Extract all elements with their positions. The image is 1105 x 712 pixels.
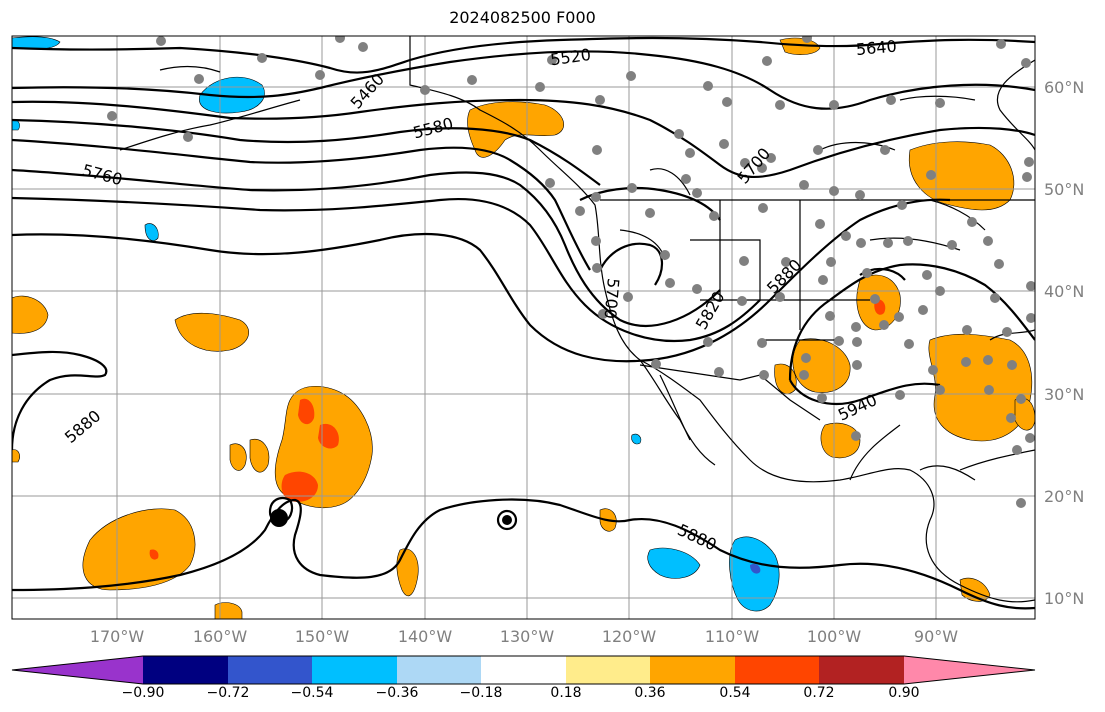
lat-label: 20°N bbox=[1044, 487, 1084, 506]
colorbar bbox=[11, 655, 1036, 685]
colorbar-tick-label: −0.36 bbox=[376, 685, 419, 701]
lon-label: 170°W bbox=[90, 627, 145, 646]
colorbar-segment bbox=[566, 656, 650, 684]
colorbar-segment bbox=[735, 656, 819, 684]
colorbar-segment bbox=[481, 656, 566, 684]
colorbar-segment bbox=[143, 656, 228, 684]
graticule bbox=[12, 36, 1035, 619]
colorbar-segment bbox=[904, 656, 1035, 684]
lon-label: 120°W bbox=[602, 627, 657, 646]
height-contours bbox=[12, 36, 1035, 610]
colorbar-segment bbox=[312, 656, 397, 684]
low-center-marker bbox=[270, 509, 288, 527]
lat-label: 30°N bbox=[1044, 385, 1084, 404]
lon-label: 100°W bbox=[807, 627, 862, 646]
contour-label: 5640 bbox=[855, 37, 897, 59]
colorbar-tick-label: 0.54 bbox=[719, 685, 750, 701]
shaded-strong-areas bbox=[149, 299, 886, 560]
lon-label: 110°W bbox=[705, 627, 760, 646]
latitude-labels: 60°N 50°N 40°N 30°N 20°N 10°N bbox=[1044, 78, 1084, 608]
colorbar-outline bbox=[11, 655, 1036, 685]
colorbar-segment bbox=[650, 656, 735, 684]
colorbar-segment bbox=[12, 656, 143, 684]
contour-label: 5700 bbox=[601, 277, 623, 319]
shaded-strong-negative bbox=[750, 563, 761, 574]
colorbar-tick-label: 0.72 bbox=[803, 685, 834, 701]
lat-label: 10°N bbox=[1044, 589, 1084, 608]
colorbar-tick-labels: −0.90 −0.72 −0.54 −0.36 −0.18 0.18 0.36 … bbox=[122, 685, 920, 701]
lat-label: 50°N bbox=[1044, 180, 1084, 199]
colorbar-tick-label: −0.72 bbox=[207, 685, 250, 701]
colorbar-tick-label: 0.18 bbox=[550, 685, 581, 701]
colorbar-tick-label: −0.18 bbox=[460, 685, 503, 701]
colorbar-tick-label: −0.54 bbox=[291, 685, 334, 701]
lon-label: 160°W bbox=[193, 627, 248, 646]
lat-label: 60°N bbox=[1044, 78, 1084, 97]
colorbar-segment bbox=[397, 656, 481, 684]
lon-label: 140°W bbox=[398, 627, 453, 646]
colorbar-segment bbox=[228, 656, 312, 684]
lon-label: 150°W bbox=[295, 627, 350, 646]
lon-label: 130°W bbox=[500, 627, 555, 646]
lon-label: 90°W bbox=[914, 627, 958, 646]
colorbar-tick-label: −0.90 bbox=[122, 685, 165, 701]
map-frame bbox=[11, 35, 1036, 620]
colorbar-tick-label: 0.36 bbox=[634, 685, 665, 701]
lat-label: 40°N bbox=[1044, 282, 1084, 301]
shaded-negative-areas bbox=[12, 36, 780, 612]
map-title: 2024082500 F000 bbox=[449, 8, 596, 27]
longitude-labels: 170°W 160°W 150°W 140°W 130°W 120°W 110°… bbox=[90, 627, 958, 646]
high-center-marker bbox=[502, 515, 512, 525]
colorbar-segment bbox=[819, 656, 904, 684]
station-dots bbox=[107, 36, 1035, 508]
colorbar-tick-label: 0.90 bbox=[888, 685, 919, 701]
